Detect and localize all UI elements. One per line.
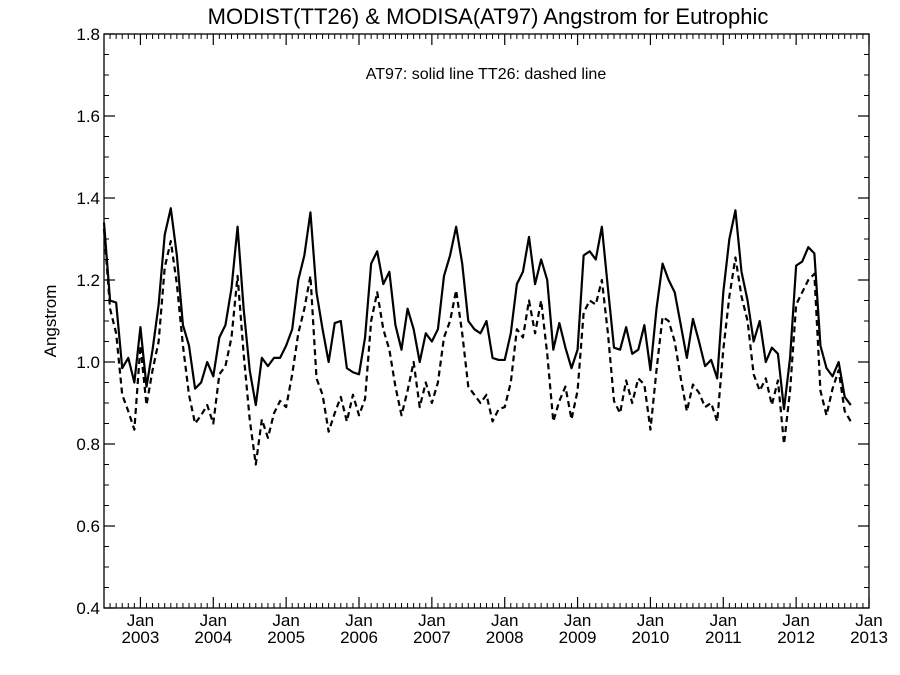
- chart-title: MODIST(TT26) & MODISA(AT97) Angstrom for…: [208, 4, 769, 29]
- x-tick-year-label: 2004: [194, 628, 232, 647]
- x-tick-year-label: 2011: [705, 628, 742, 647]
- y-axis-label: Angstrom: [41, 285, 60, 358]
- y-tick-label: 1.6: [76, 107, 100, 126]
- x-tick-month-label: Jan: [345, 611, 372, 630]
- y-tick-label: 1.2: [76, 271, 100, 290]
- x-tick-month-label: Jan: [637, 611, 664, 630]
- x-tick-month-label: Jan: [127, 611, 154, 630]
- x-tick-year-label: 2003: [122, 628, 160, 647]
- series-at97-line: [102, 207, 852, 411]
- x-axis: Jan2003Jan2004Jan2005Jan2006Jan2007Jan20…: [103, 34, 888, 647]
- line-style-annotation: AT97: solid line TT26: dashed line: [366, 66, 607, 83]
- x-tick-year-label: 2013: [850, 628, 888, 647]
- y-tick-label: 0.4: [76, 599, 100, 618]
- x-tick-year-label: 2009: [559, 628, 597, 647]
- x-tick-year-label: 2006: [340, 628, 378, 647]
- series-group: [102, 207, 852, 466]
- y-tick-label: 1.4: [76, 189, 100, 208]
- x-tick-year-label: 2010: [632, 628, 670, 647]
- x-tick-year-label: 2007: [413, 628, 451, 647]
- y-tick-label: 0.6: [76, 517, 100, 536]
- x-tick-year-label: 2005: [267, 628, 305, 647]
- x-tick-year-label: 2008: [486, 628, 524, 647]
- x-tick-month-label: Jan: [491, 611, 518, 630]
- series-tt26-line: [102, 228, 852, 466]
- x-tick-month-label: Jan: [855, 611, 882, 630]
- x-tick-month-label: Jan: [564, 611, 591, 630]
- x-tick-year-label: 2012: [777, 628, 815, 647]
- x-tick-month-label: Jan: [272, 611, 299, 630]
- y-axis: 0.4 0.6 0.8 1.0 1.2 1.4 1.6 1.8: [76, 25, 869, 618]
- y-tick-label: 0.8: [76, 435, 100, 454]
- y-tick-label: 1.0: [76, 353, 100, 372]
- y-tick-label: 1.8: [76, 25, 100, 44]
- x-tick-month-label: Jan: [418, 611, 445, 630]
- x-tick-month-label: Jan: [710, 611, 737, 630]
- x-tick-month-label: Jan: [782, 611, 809, 630]
- x-tick-month-label: Jan: [200, 611, 227, 630]
